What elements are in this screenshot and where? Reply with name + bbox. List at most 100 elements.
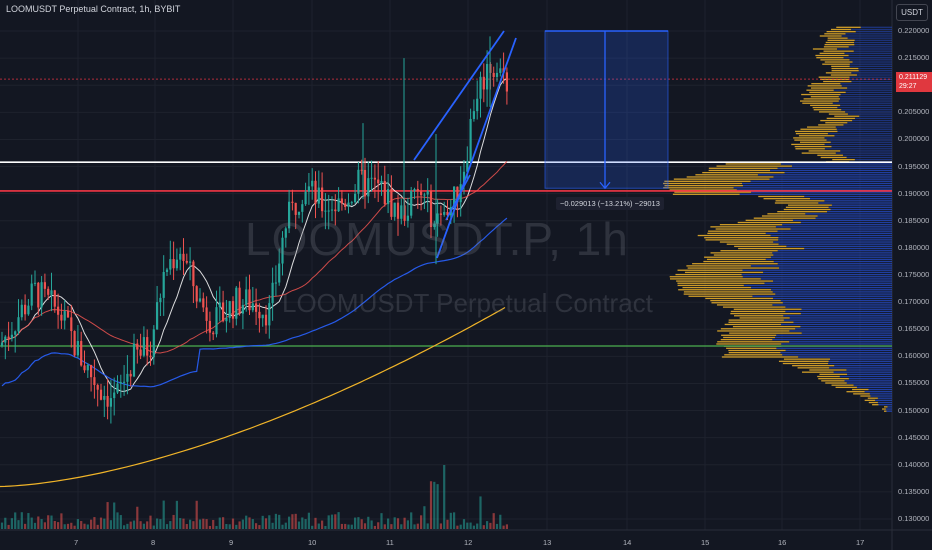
volume-bar xyxy=(291,514,294,529)
volume-profile-row xyxy=(772,297,892,300)
candle-body xyxy=(400,205,403,219)
moving-averages xyxy=(0,77,508,488)
volume-bar xyxy=(278,514,281,529)
candle-body xyxy=(337,198,340,212)
ma-long-line xyxy=(0,306,506,488)
candle-body xyxy=(387,189,390,205)
volume-profile-row xyxy=(820,156,847,159)
volume-bar xyxy=(284,522,287,529)
volume-bar xyxy=(142,523,145,529)
candle-body xyxy=(123,381,126,383)
candle-body xyxy=(103,395,106,400)
chart-title[interactable]: LOOMUSDT Perpetual Contract, 1h, BYBIT xyxy=(6,4,181,14)
currency-button[interactable]: USDT xyxy=(896,4,928,21)
volume-bar xyxy=(57,522,60,529)
volume-profile-row xyxy=(742,276,892,278)
volume-bar xyxy=(215,525,218,529)
candle-body xyxy=(119,382,122,384)
candle-body xyxy=(169,259,172,270)
volume-bar xyxy=(264,518,268,529)
volume-profile-row xyxy=(743,284,892,287)
volume-profile-row xyxy=(783,358,831,360)
horizontal-levels[interactable] xyxy=(0,78,892,347)
candle-body xyxy=(423,194,426,196)
candle-body xyxy=(251,303,254,311)
candle-body xyxy=(162,271,165,298)
volume-profile-row xyxy=(844,380,892,382)
volume-profile-row xyxy=(804,195,892,198)
volume-profile-row xyxy=(750,180,892,182)
volume-profile-row xyxy=(750,286,892,289)
volume-bar xyxy=(70,522,73,529)
volume-bar xyxy=(185,524,188,529)
volume-bar xyxy=(466,522,469,529)
volume-profile-row xyxy=(728,321,794,323)
volume-profile-row xyxy=(739,317,790,319)
volume-bar xyxy=(103,518,106,529)
volume-profile-row xyxy=(854,41,892,44)
volume-bar xyxy=(400,524,403,529)
trend-line-lower[interactable] xyxy=(436,37,517,259)
volume-profile-row xyxy=(849,78,892,81)
volume-bar xyxy=(231,518,235,529)
volume-profile-row xyxy=(826,31,856,33)
volume-bar xyxy=(43,522,46,529)
volume-profile-row xyxy=(832,102,892,104)
measure-label: −0.029013 (−13.21%) −29013 xyxy=(556,197,664,210)
volume-profile-row xyxy=(783,208,831,211)
volume-profile-row xyxy=(810,87,848,89)
volume-profile-row xyxy=(708,230,778,232)
trend-line-short[interactable] xyxy=(445,174,471,221)
candle-body xyxy=(212,332,215,335)
candle-body xyxy=(297,211,301,215)
volume-profile-row xyxy=(877,401,892,404)
volume-profile-row xyxy=(831,70,859,72)
volume-profile-row xyxy=(801,308,892,310)
volume-bar xyxy=(50,515,53,529)
price-tick-label: 0.205000 xyxy=(898,107,930,117)
candle-body xyxy=(248,289,251,311)
candle-body xyxy=(327,210,330,212)
candle-body xyxy=(383,180,386,205)
price-tick-label: 0.145000 xyxy=(898,432,930,442)
candle-body xyxy=(60,314,63,321)
volume-profile-row xyxy=(775,293,892,295)
volume-profile-row xyxy=(716,165,792,167)
volume-profile-row xyxy=(779,267,892,269)
drawing-tools[interactable] xyxy=(413,30,669,259)
volume-profile-row xyxy=(809,91,846,94)
volume-profile-row xyxy=(809,198,892,200)
volume-profile-row xyxy=(824,61,853,63)
watermark-symbol: LOOMUSDT.P, 1h xyxy=(245,213,629,265)
volume-profile-row xyxy=(848,378,892,380)
candle-body xyxy=(235,287,238,319)
measure-box[interactable] xyxy=(544,30,669,189)
trend-line-upper[interactable] xyxy=(413,30,505,161)
volume-bar xyxy=(159,519,162,529)
volume-bar xyxy=(426,523,429,529)
volume-profile-row xyxy=(703,260,774,263)
volume-bar xyxy=(162,500,165,529)
candle-body xyxy=(93,377,96,386)
volume-profile-row xyxy=(832,158,855,161)
time-tick-label: 13 xyxy=(543,538,552,547)
candle-body xyxy=(152,329,155,358)
volume-profile-row xyxy=(786,245,892,248)
volume-profile-row xyxy=(780,299,892,302)
candle-body xyxy=(301,204,304,212)
time-tick-label: 12 xyxy=(464,538,473,547)
volume-profile-row xyxy=(776,347,892,349)
volume-profile-row xyxy=(793,321,892,323)
volume-profile-row xyxy=(772,252,892,254)
candle-body xyxy=(192,261,195,287)
volume-profile-row xyxy=(745,219,793,221)
volume-profile-row xyxy=(853,393,870,395)
volume-profile-row xyxy=(849,65,892,68)
candle-body xyxy=(57,306,60,315)
volume-profile-row xyxy=(776,334,892,336)
volume-profile-row xyxy=(823,46,849,48)
volume-profile-row xyxy=(819,373,848,375)
candle-body xyxy=(330,209,334,211)
volume-bar xyxy=(136,506,139,529)
